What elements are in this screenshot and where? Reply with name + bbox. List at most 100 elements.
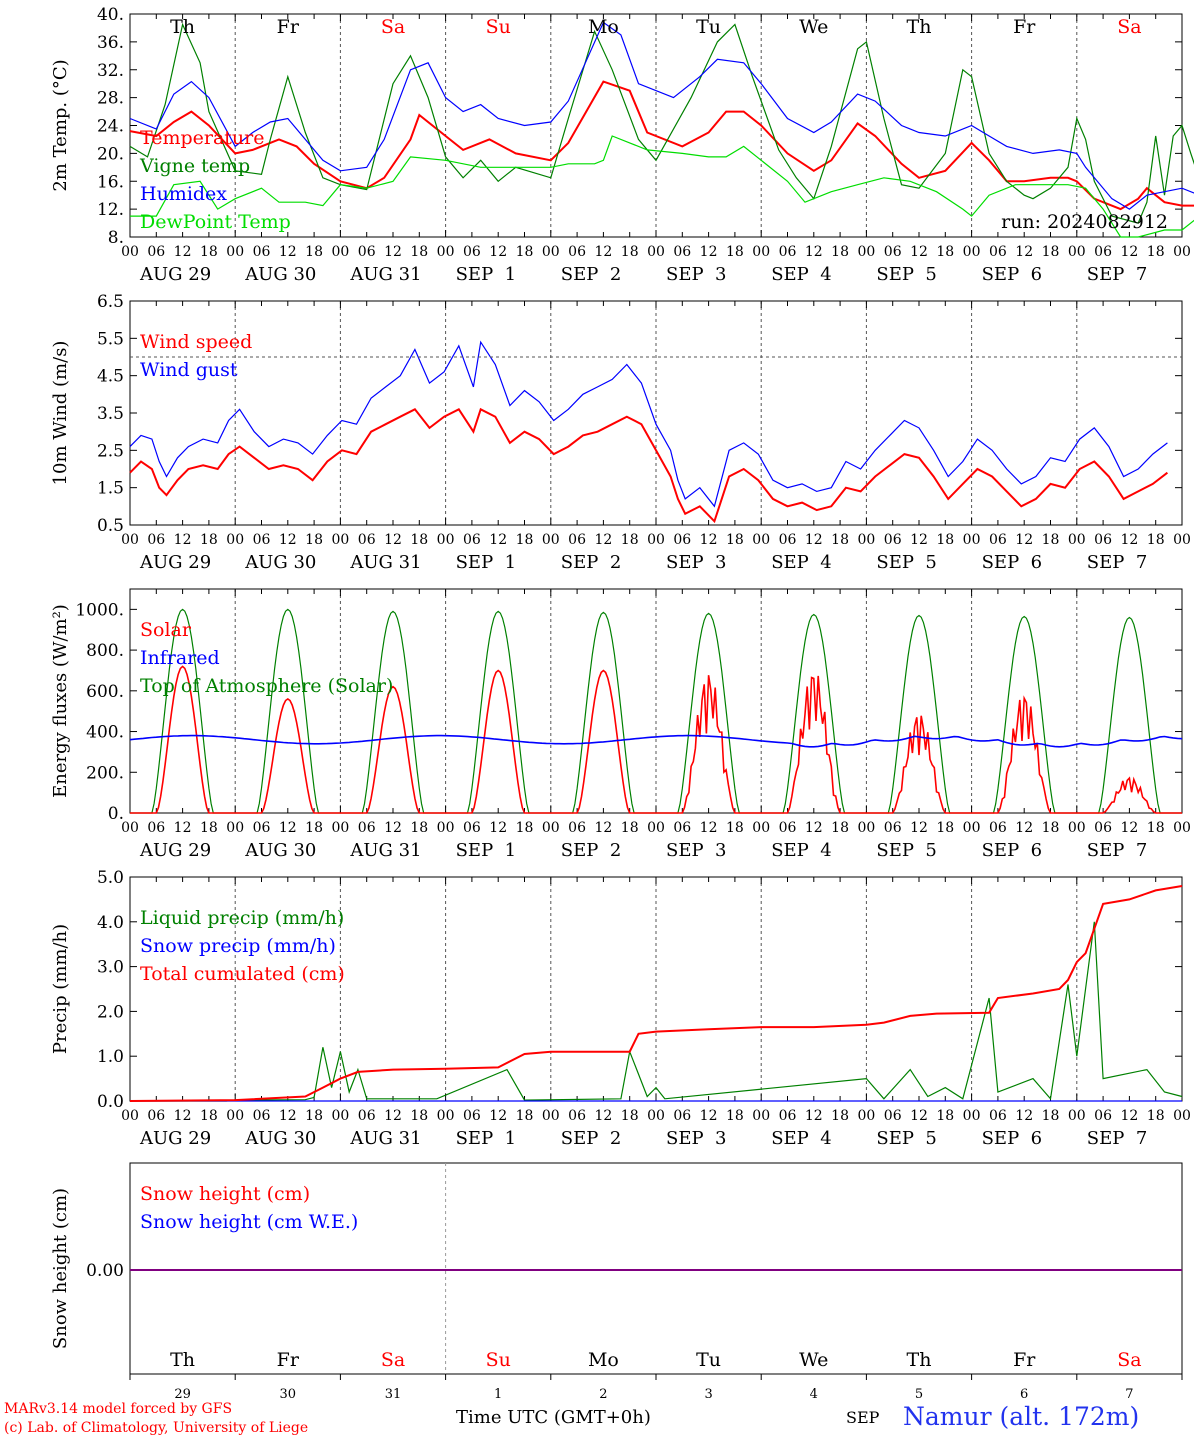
- date-label: SEP 1: [456, 552, 516, 573]
- footer-time-axis-label: Time UTC (GMT+0h): [456, 1407, 651, 1428]
- day-number: 5: [915, 1387, 923, 1402]
- x-hour-label: 06: [989, 244, 1007, 260]
- day-number: 31: [385, 1387, 402, 1402]
- x-hour-label: 06: [884, 532, 902, 548]
- x-hour-label: 06: [253, 820, 271, 836]
- x-hour-label: 06: [463, 244, 481, 260]
- day-abbr-top: Sa: [1117, 16, 1141, 38]
- legend-entry: Liquid precip (mm/h): [140, 907, 344, 929]
- x-hour-label: 18: [1147, 244, 1165, 260]
- x-hour-label: 12: [384, 820, 402, 836]
- series-line-0-3: [130, 135, 1194, 238]
- x-hour-label: 18: [305, 532, 323, 548]
- x-hour-label: 18: [726, 532, 744, 548]
- x-hour-label: 00: [963, 820, 981, 836]
- x-hour-label: 12: [174, 820, 192, 836]
- x-hour-label: 18: [1042, 1108, 1060, 1124]
- x-hour-label: 06: [253, 532, 271, 548]
- x-hour-label: 06: [253, 1108, 271, 1124]
- day-abbr-bottom: We: [799, 1349, 828, 1371]
- date-label: AUG 29: [139, 1128, 211, 1149]
- legend-entry: Wind speed: [140, 331, 252, 353]
- y-tick-label: 36.: [97, 33, 124, 53]
- x-hour-label: 12: [384, 1108, 402, 1124]
- x-hour-label: 18: [1147, 1108, 1165, 1124]
- date-label: SEP 6: [982, 552, 1042, 573]
- y-tick-label: 5.0: [97, 868, 124, 888]
- legend-entry: DewPoint Temp: [140, 211, 291, 233]
- x-hour-label: 00: [437, 532, 455, 548]
- footer-lab-credit: (c) Lab. of Climatology, University of L…: [4, 1420, 309, 1436]
- series-line-3-0: [130, 921, 1183, 1102]
- x-hour-label: 12: [384, 244, 402, 260]
- x-hour-label: 12: [910, 532, 928, 548]
- y-tick-label: 600.: [86, 682, 124, 702]
- x-hour-label: 06: [779, 820, 797, 836]
- run-label: run: 2024082912: [1001, 211, 1168, 233]
- date-label: AUG 31: [349, 840, 421, 861]
- x-hour-label: 06: [147, 1108, 165, 1124]
- y-tick-label: 16.: [97, 172, 124, 192]
- y-tick-label: 800.: [86, 641, 124, 661]
- x-hour-label: 18: [1042, 244, 1060, 260]
- x-hour-label: 06: [989, 532, 1007, 548]
- x-hour-label: 00: [1173, 820, 1191, 836]
- y-tick-label: 5.5: [97, 329, 124, 349]
- x-hour-label: 12: [174, 244, 192, 260]
- x-hour-label: 12: [279, 1108, 297, 1124]
- day-abbr-bottom: Fr: [1013, 1349, 1036, 1371]
- date-label: SEP 3: [666, 1128, 726, 1149]
- y-tick-label: 0.00: [86, 1261, 124, 1281]
- x-hour-label: 06: [358, 1108, 376, 1124]
- y-tick-label: 40.: [97, 5, 124, 25]
- series-line-3-2: [129, 885, 1183, 1102]
- y-tick-label: 28.: [97, 89, 124, 109]
- y-tick-label: 2.5: [97, 441, 124, 461]
- x-hour-label: 06: [884, 820, 902, 836]
- x-hour-label: 18: [621, 820, 639, 836]
- date-label: SEP 5: [876, 840, 936, 861]
- x-hour-label: 06: [1094, 1108, 1112, 1124]
- x-hour-label: 00: [542, 1108, 560, 1124]
- day-number: 2: [599, 1387, 607, 1402]
- legend-entry: Solar: [140, 619, 192, 641]
- x-hour-label: 00: [857, 244, 875, 260]
- day-number: 29: [174, 1387, 191, 1402]
- x-hour-label: 18: [305, 1108, 323, 1124]
- x-hour-label: 06: [147, 820, 165, 836]
- series-line-solar: [130, 665, 1182, 814]
- date-label: AUG 30: [244, 264, 316, 285]
- x-hour-label: 18: [200, 244, 218, 260]
- day-number: 4: [810, 1387, 818, 1402]
- day-abbr-bottom: Su: [486, 1349, 511, 1371]
- legend-entry: Vigne temp: [139, 155, 250, 177]
- x-hour-label: 00: [752, 1108, 770, 1124]
- x-hour-label: 00: [331, 532, 349, 548]
- day-number: 1: [494, 1387, 502, 1402]
- x-hour-label: 18: [410, 1108, 428, 1124]
- x-hour-label: 00: [121, 532, 139, 548]
- x-hour-label: 06: [1094, 244, 1112, 260]
- date-label: AUG 29: [139, 264, 211, 285]
- x-hour-label: 00: [1068, 820, 1086, 836]
- date-label: AUG 29: [139, 840, 211, 861]
- x-hour-label: 00: [857, 820, 875, 836]
- date-label: SEP 3: [666, 552, 726, 573]
- x-hour-label: 18: [410, 244, 428, 260]
- date-label: AUG 29: [139, 552, 211, 573]
- date-label: SEP 7: [1087, 264, 1147, 285]
- day-abbr-bottom: Th: [170, 1349, 195, 1371]
- y-tick-label: 200.: [86, 763, 124, 783]
- x-hour-label: 06: [989, 1108, 1007, 1124]
- date-label: AUG 31: [349, 264, 421, 285]
- x-hour-label: 00: [857, 532, 875, 548]
- x-hour-label: 12: [700, 820, 718, 836]
- series-line-1-0: [129, 407, 1169, 524]
- x-hour-label: 00: [752, 820, 770, 836]
- x-hour-label: 18: [305, 244, 323, 260]
- x-hour-label: 12: [489, 1108, 507, 1124]
- legend-entry: Temperature: [140, 127, 264, 149]
- date-label: SEP 1: [456, 264, 516, 285]
- series-line-infrared: [129, 734, 1183, 748]
- x-hour-label: 18: [1147, 820, 1165, 836]
